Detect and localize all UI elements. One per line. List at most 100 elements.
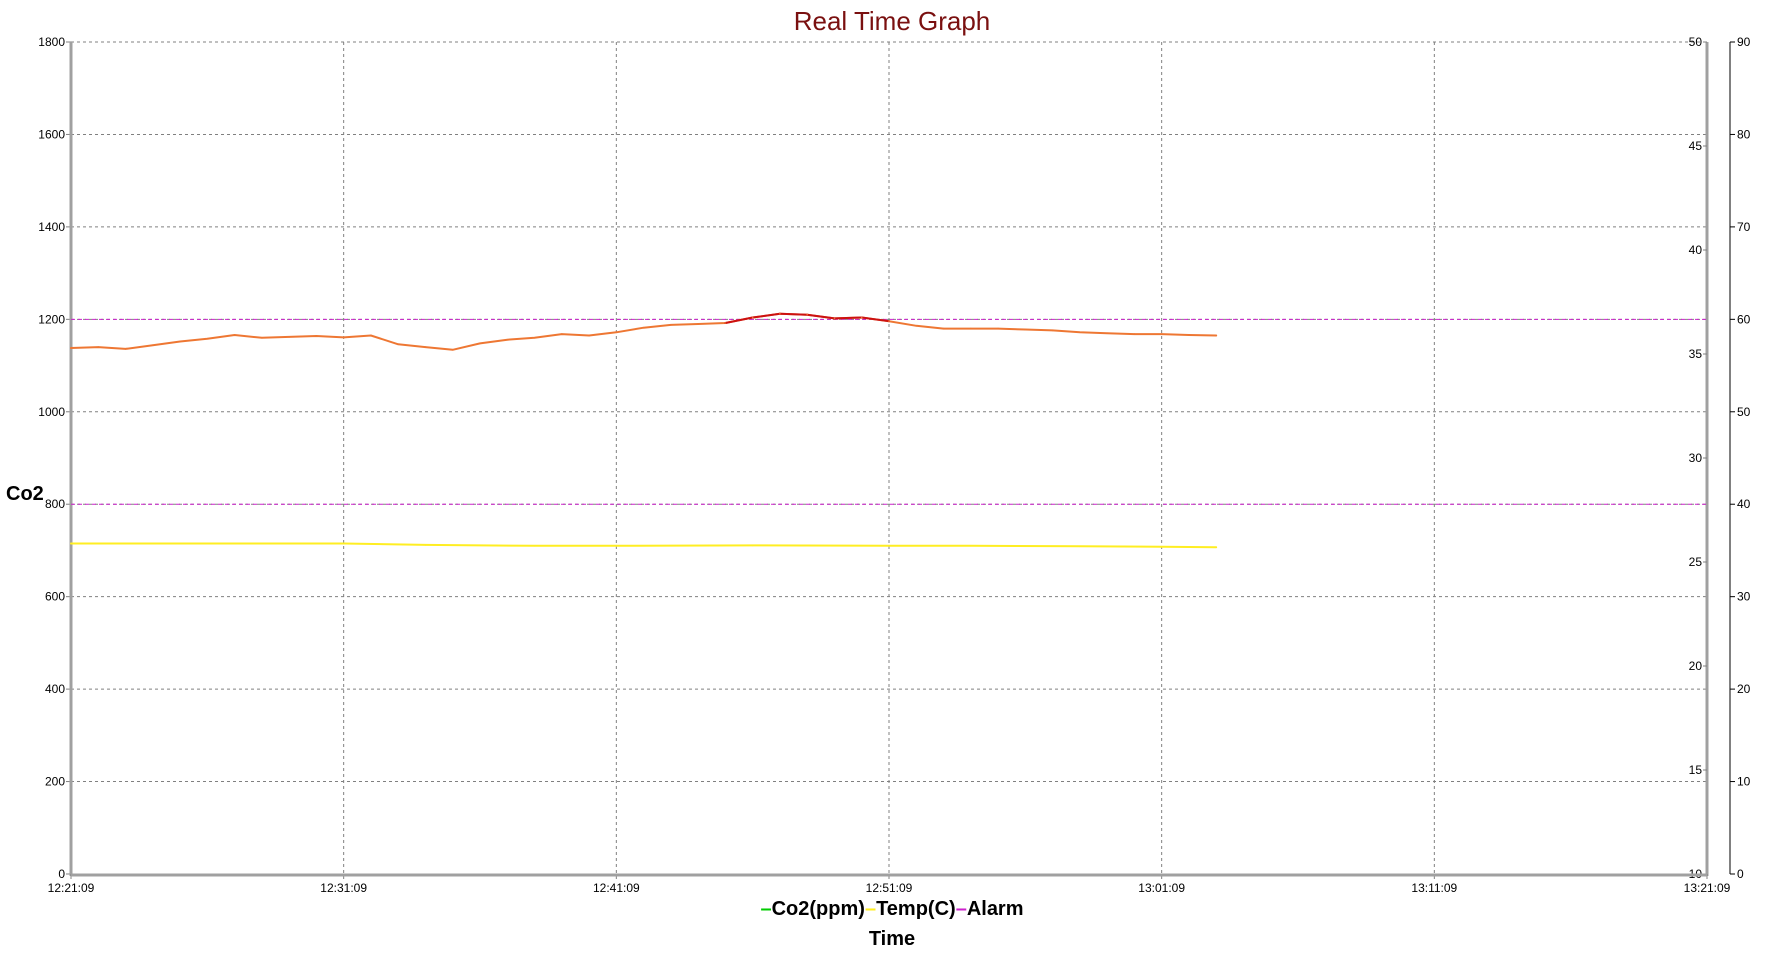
left-tick-label-2: 400 [45,682,65,696]
right-outer-tick-label-8: 80 [1737,127,1751,141]
left-tick-label-5: 1000 [38,405,65,419]
left-tick-label-3: 600 [45,590,65,604]
series-1-point-10 [1160,545,1163,548]
series-0-point-42 [1215,334,1217,337]
series-layer [70,312,1707,549]
right-outer-tick-label-4: 40 [1737,497,1751,511]
series-1-point-11 [1215,546,1217,548]
right-inner-tick-label-8: 50 [1689,35,1703,49]
x-axis: 12:21:09 12:31:09 12:41:09 12:51:09 13:01:09… [48,873,1731,895]
series-0-point-29 [860,316,863,319]
series-0-alarm-segment-25 [751,312,781,319]
series-1-point-7 [888,545,890,547]
series-0-point-3 [152,344,154,347]
right-outer-tick-label-2: 20 [1737,682,1751,696]
series-0-point-22 [670,324,672,326]
series-0-point-28 [833,317,836,320]
series-1-point-1 [206,542,209,545]
right-inner-tick-label-7: 45 [1689,139,1703,153]
right-inner-tick-label-6: 40 [1689,243,1703,257]
series-0-point-19 [588,334,590,337]
x-tick-label-0: 12:21:09 [48,881,95,895]
series-0-point-21 [642,326,645,329]
right-outer-tick-label-6: 60 [1737,312,1751,326]
left-tick-label-6: 1200 [38,312,65,326]
series-0-point-33 [970,327,972,330]
series-0-point-40 [1160,333,1163,335]
left-axis: 0 200 400 600 800 1000 1200 1400 1600 1800 [38,35,73,881]
x-tick-label-1: 12:31:09 [320,881,367,895]
series-0-point-17 [533,337,536,339]
x-tick-label-5: 13:11:09 [1411,881,1457,895]
series-1-point-9 [1079,545,1081,548]
series-1-point-5 [615,545,618,547]
series-0-point-38 [1106,332,1108,335]
series-0-point-6 [233,334,236,336]
series-0-point-24 [724,322,727,324]
series-0-point-14 [451,349,454,351]
left-tick-label-8: 1600 [38,127,65,141]
series-0-alarm-segment-26 [778,312,809,316]
right-inner-tick-label-2: 20 [1689,659,1703,673]
x-tick-label-6: 13:21:09 [1684,881,1731,895]
x-tick-label-3: 12:51:09 [866,881,913,895]
right-outer-tick-label-9: 90 [1737,35,1751,49]
series-0-point-7 [261,337,263,339]
series-0-point-20 [615,331,618,334]
series-0-point-27 [806,313,808,316]
legend-label-co2: Co2(ppm) [772,898,865,920]
chart-title: Real Time Graph [794,6,991,36]
series-1-point-8 [970,545,972,547]
series-0-point-26 [779,313,781,315]
right-outer-tick-label-3: 30 [1737,590,1751,604]
series-1-point-2 [342,542,345,545]
legend-swatch-temp: – [865,898,876,920]
series-0-point-5 [206,337,209,340]
right-outer-tick-label-5: 50 [1737,405,1751,419]
series-line-1 [70,542,1218,549]
right-inner-tick-label-5: 35 [1689,347,1703,361]
x-axis-label: Time [869,928,915,950]
left-tick-label-4: 800 [45,497,65,511]
series-0-point-8 [288,336,290,338]
series-0-point-39 [1133,333,1136,335]
legend-label-alarm: Alarm [967,898,1024,920]
series-0-alarm-segment-24 [724,316,754,325]
series-0-point-30 [888,320,890,323]
series-1-point-4 [533,545,536,547]
svg-text:–Co2(ppm)–Temp(C)–Alarm: –Co2(ppm)–Temp(C)–Alarm [760,898,1023,920]
legend-swatch-alarm: – [956,898,967,920]
left-tick-label-9: 1800 [38,35,65,49]
series-0-alarm-segment-27 [806,313,836,320]
series-0-alarm-segment-29 [860,316,890,323]
series-1-point-3 [424,544,427,546]
y-axis-label: Co2 [6,483,44,505]
legend-swatch-co2: – [760,898,771,920]
series-0-point-32 [942,327,945,330]
series-0-point-41 [1188,334,1190,336]
x-tick-label-4: 13:01:09 [1138,881,1185,895]
series-1-point-6 [751,544,754,547]
series-0-point-4 [179,340,181,343]
legend-label-temp: Temp(C) [876,898,956,920]
right-outer-tick-label-7: 70 [1737,220,1751,234]
series-0-point-31 [915,325,918,327]
series-0-point-10 [342,336,345,339]
series-0-point-16 [506,338,509,341]
x-tick-label-2: 12:41:09 [593,881,640,895]
right-axes: 1015202530354045500102030405060708090 [1689,35,1751,881]
series-0-point-18 [561,333,563,335]
series-0-point-12 [397,343,400,346]
series-0-alarm-segment-28 [833,316,863,320]
series-0-point-36 [1051,329,1054,332]
series-0-point-0 [70,347,72,349]
right-inner-tick-label-3: 25 [1689,555,1703,569]
right-outer-tick-label-0: 0 [1737,867,1744,881]
series-0-point-37 [1079,331,1081,334]
right-inner-tick-label-1: 15 [1689,763,1703,777]
legend: –Co2(ppm)–Temp(C)–Alarm [760,898,1023,920]
series-0-point-34 [997,327,999,330]
series-0-point-9 [315,335,318,337]
right-inner-tick-label-4: 30 [1689,451,1703,465]
series-0-point-2 [124,348,127,350]
